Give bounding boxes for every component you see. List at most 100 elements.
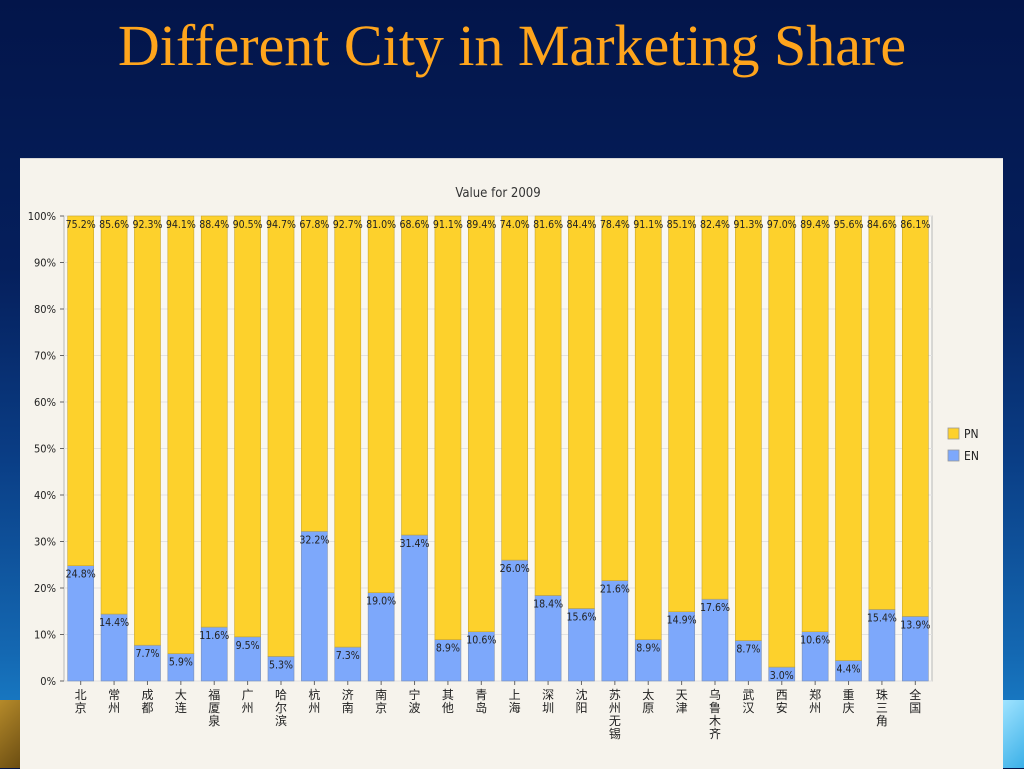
bar-en bbox=[901, 616, 929, 682]
x-tick-label: 南京 bbox=[375, 687, 387, 715]
x-tick-label: 上海 bbox=[509, 688, 521, 715]
data-label-pn: 97.0% bbox=[767, 219, 797, 231]
bar-pn bbox=[434, 215, 462, 640]
y-tick-label: 20% bbox=[34, 582, 56, 595]
bar-pn bbox=[901, 215, 929, 617]
bar-pn bbox=[835, 215, 862, 661]
bar-pn bbox=[668, 215, 695, 613]
data-label-en: 7.7% bbox=[135, 648, 159, 660]
x-tick-label: 苏州无锡 bbox=[609, 688, 621, 741]
data-label-en: 32.2% bbox=[299, 534, 329, 546]
bar-pn bbox=[534, 215, 562, 596]
x-tick-label: 大连 bbox=[175, 688, 187, 715]
y-tick-label: 0% bbox=[40, 675, 56, 688]
x-tick-label: 广州 bbox=[242, 688, 254, 715]
data-label-pn: 81.6% bbox=[533, 219, 563, 231]
x-tick-label: 深圳 bbox=[542, 688, 554, 715]
legend-label-en: EN bbox=[964, 449, 979, 463]
bar-en bbox=[301, 530, 328, 682]
data-label-pn: 91.1% bbox=[433, 219, 463, 231]
bar-en bbox=[167, 653, 195, 682]
legend-swatch-pn bbox=[947, 427, 960, 440]
bar-pn bbox=[301, 215, 328, 532]
x-tick-label: 西安 bbox=[776, 688, 788, 715]
data-label-pn: 88.4% bbox=[199, 219, 229, 231]
x-tick-label: 重庆 bbox=[843, 688, 855, 715]
data-label-en: 31.4% bbox=[400, 538, 430, 550]
data-label-en: 8.9% bbox=[436, 643, 460, 655]
data-label-en: 9.5% bbox=[236, 640, 260, 652]
data-label-en: 18.4% bbox=[533, 598, 563, 610]
data-label-pn: 90.5% bbox=[233, 219, 263, 231]
x-tick-label: 珠三角 bbox=[876, 688, 888, 728]
chart-title: Value for 2009 bbox=[455, 186, 540, 201]
legend: PN EN bbox=[947, 427, 979, 463]
x-tick-label: 宁波 bbox=[409, 687, 421, 715]
data-label-pn: 85.6% bbox=[99, 219, 129, 231]
data-label-pn: 94.7% bbox=[266, 219, 296, 231]
data-label-en: 26.0% bbox=[500, 563, 530, 575]
slide-title: Different City in Marketing Share bbox=[117, 13, 907, 78]
bar-pn bbox=[768, 215, 796, 668]
x-tick-label: 沈阳 bbox=[575, 687, 587, 715]
data-label-pn: 78.4% bbox=[600, 219, 630, 231]
x-tick-label: 天津 bbox=[676, 688, 688, 715]
x-tick-label: 北京 bbox=[75, 688, 87, 715]
data-label-pn: 67.8% bbox=[299, 219, 329, 231]
data-label-en: 15.4% bbox=[867, 612, 897, 624]
data-label-pn: 91.1% bbox=[633, 219, 663, 231]
bar-pn bbox=[401, 215, 428, 536]
data-label-en: 4.4% bbox=[837, 664, 861, 676]
bar-en bbox=[401, 534, 428, 682]
decorative-corner-left bbox=[0, 700, 20, 768]
bar-en bbox=[334, 646, 362, 682]
stacked-bar-chart: Value for 2009 75.2% 24.8% 85.6% 14.4% 92.3%… bbox=[28, 186, 979, 741]
bar-pn bbox=[67, 215, 95, 566]
data-label-en: 7.3% bbox=[336, 650, 360, 662]
bar-pn bbox=[267, 215, 295, 657]
y-tick-label: 60% bbox=[34, 396, 56, 409]
y-tick-label: 70% bbox=[34, 350, 56, 363]
x-tick-label: 成都 bbox=[141, 688, 153, 715]
bar-en bbox=[701, 598, 729, 682]
bar-en bbox=[267, 656, 295, 682]
bar-pn bbox=[868, 215, 896, 610]
bar-en bbox=[735, 640, 762, 682]
bar-en bbox=[200, 626, 228, 682]
bar-pn bbox=[100, 215, 128, 615]
y-tick-label: 80% bbox=[34, 303, 56, 316]
legend-label-pn: PN bbox=[964, 427, 979, 441]
bar-en bbox=[234, 636, 261, 682]
data-label-pn: 85.1% bbox=[667, 219, 697, 231]
bar-en bbox=[501, 559, 529, 682]
bar-pn bbox=[568, 215, 595, 609]
x-tick-label: 济南 bbox=[342, 687, 354, 715]
bar-en bbox=[67, 565, 95, 682]
data-label-pn: 81.0% bbox=[366, 219, 396, 231]
x-tick-label: 哈尔滨 bbox=[275, 688, 287, 728]
x-tick-label: 其他 bbox=[442, 688, 454, 715]
data-label-en: 13.9% bbox=[900, 619, 930, 631]
y-tick-label: 90% bbox=[34, 257, 56, 270]
bar-pn bbox=[234, 215, 261, 638]
data-label-pn: 92.7% bbox=[333, 219, 363, 231]
bars-layer: 75.2% 24.8% 85.6% 14.4% 92.3% 7.7% 94.1% 5.9% 88… bbox=[66, 215, 930, 682]
data-label-pn: 89.4% bbox=[466, 219, 496, 231]
data-label-en: 8.7% bbox=[736, 644, 760, 656]
data-label-en: 14.9% bbox=[667, 615, 697, 627]
x-tick-label: 太原 bbox=[642, 687, 654, 715]
data-label-en: 15.6% bbox=[566, 611, 596, 623]
data-label-pn: 74.0% bbox=[500, 219, 530, 231]
data-label-pn: 91.3% bbox=[733, 219, 763, 231]
x-tick-label: 常州 bbox=[108, 688, 120, 715]
data-label-pn: 86.1% bbox=[900, 219, 930, 231]
data-label-pn: 82.4% bbox=[700, 219, 730, 231]
bar-pn bbox=[701, 215, 729, 600]
chart-panel: Value for 2009 75.2% 24.8% 85.6% 14.4% 92.3%… bbox=[20, 158, 1003, 769]
data-label-en: 24.8% bbox=[66, 569, 96, 581]
bar-pn bbox=[134, 215, 161, 646]
data-label-pn: 75.2% bbox=[66, 219, 96, 231]
x-tick-label: 乌鲁木齐 bbox=[709, 687, 721, 741]
data-label-en: 10.6% bbox=[466, 635, 496, 647]
bar-en bbox=[100, 613, 128, 682]
